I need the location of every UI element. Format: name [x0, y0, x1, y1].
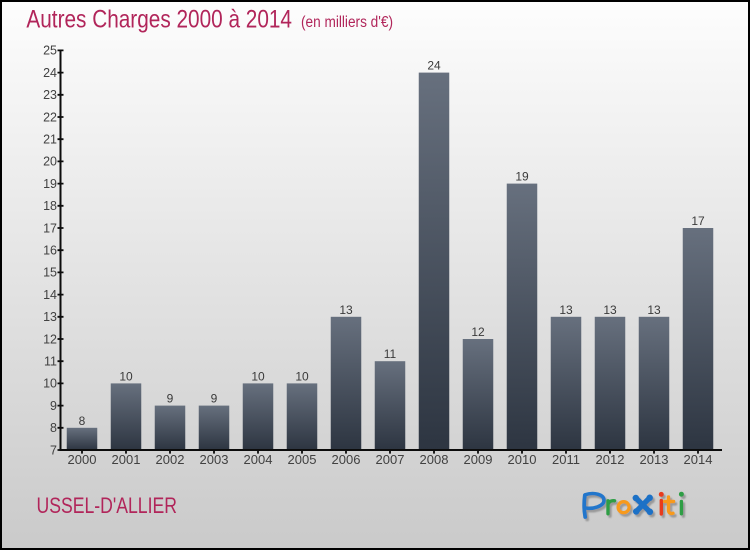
svg-text:12: 12 [471, 325, 485, 339]
svg-text:2010: 2010 [508, 452, 537, 467]
svg-text:24: 24 [43, 66, 57, 80]
svg-text:10: 10 [251, 369, 265, 383]
svg-text:2013: 2013 [640, 452, 669, 467]
svg-text:2002: 2002 [156, 452, 185, 467]
svg-text:2009: 2009 [464, 452, 493, 467]
svg-text:11: 11 [44, 355, 57, 369]
svg-text:13: 13 [43, 310, 57, 324]
svg-text:20: 20 [43, 155, 57, 169]
svg-text:25: 25 [43, 44, 57, 58]
svg-text:(en milliers d'€): (en milliers d'€) [301, 14, 393, 31]
svg-text:7: 7 [50, 443, 57, 457]
svg-text:22: 22 [43, 110, 57, 124]
svg-text:2011: 2011 [552, 452, 580, 467]
svg-text:2001: 2001 [112, 452, 141, 467]
svg-text:12: 12 [43, 332, 57, 346]
svg-text:17: 17 [691, 214, 705, 228]
svg-text:13: 13 [339, 303, 353, 317]
svg-text:2007: 2007 [376, 452, 405, 467]
svg-text:10: 10 [43, 377, 57, 391]
svg-text:18: 18 [43, 199, 57, 213]
svg-text:14: 14 [43, 288, 57, 302]
svg-text:23: 23 [43, 88, 57, 102]
svg-text:8: 8 [50, 421, 57, 435]
svg-text:19: 19 [43, 177, 57, 191]
svg-text:16: 16 [43, 244, 57, 258]
svg-text:11: 11 [384, 347, 397, 361]
svg-text:2012: 2012 [596, 452, 625, 467]
svg-text:10: 10 [295, 369, 309, 383]
svg-text:9: 9 [167, 392, 174, 406]
svg-text:Autres Charges 2000 à 2014: Autres Charges 2000 à 2014 [26, 5, 292, 33]
svg-text:17: 17 [43, 221, 57, 235]
svg-text:2014: 2014 [684, 452, 713, 467]
svg-text:13: 13 [603, 303, 617, 317]
svg-text:8: 8 [79, 414, 86, 428]
svg-text:10: 10 [119, 369, 133, 383]
svg-text:2008: 2008 [420, 452, 449, 467]
svg-text:13: 13 [647, 303, 661, 317]
svg-text:2006: 2006 [332, 452, 361, 467]
svg-text:21: 21 [43, 133, 57, 147]
svg-text:2000: 2000 [68, 452, 97, 467]
svg-text:9: 9 [50, 399, 57, 413]
svg-text:2003: 2003 [200, 452, 229, 467]
svg-text:9: 9 [211, 392, 218, 406]
svg-text:15: 15 [43, 266, 57, 280]
svg-text:13: 13 [559, 303, 573, 317]
svg-text:19: 19 [515, 170, 529, 184]
svg-text:24: 24 [427, 59, 441, 73]
svg-text:2005: 2005 [288, 452, 317, 467]
svg-text:USSEL-D'ALLIER: USSEL-D'ALLIER [37, 493, 178, 518]
svg-text:2004: 2004 [244, 452, 273, 467]
